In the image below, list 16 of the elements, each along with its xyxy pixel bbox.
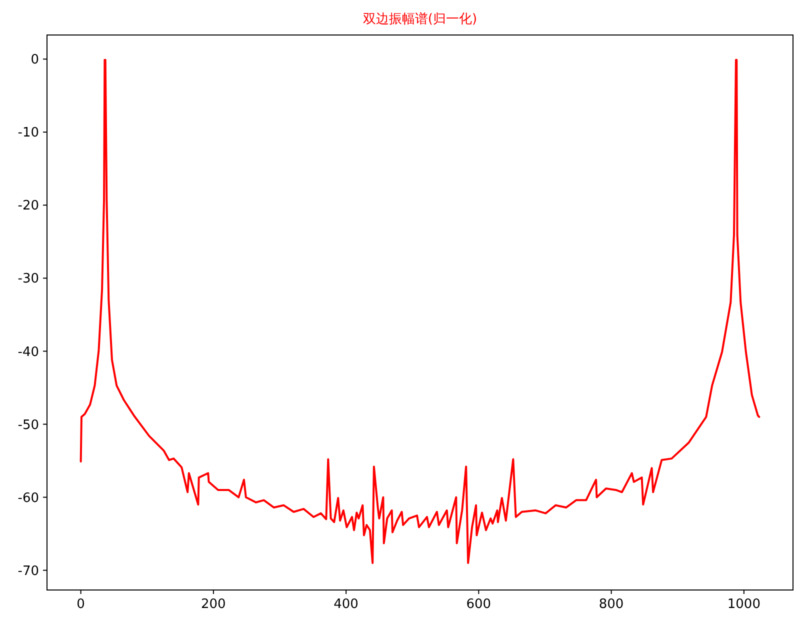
x-tick-label: 800 [598, 597, 624, 612]
y-tick-label: -70 [18, 564, 39, 579]
chart-title: 双边振幅谱(归一化) [362, 12, 478, 27]
x-tick-label: 600 [466, 597, 492, 612]
y-tick-label: -60 [18, 490, 39, 506]
x-tick-label: 1000 [727, 597, 760, 612]
x-tick-label: 200 [201, 597, 226, 612]
y-tick-label: -30 [18, 272, 39, 287]
y-tick-label: 0 [30, 52, 39, 68]
y-tick-label: -50 [18, 418, 39, 433]
y-tick-label: -20 [18, 198, 39, 214]
y-tick-label: -40 [18, 344, 39, 360]
line-series [80, 58, 760, 564]
x-tick-label: 0 [76, 597, 85, 612]
x-tick-label: 400 [334, 597, 358, 612]
y-tick-label: -10 [18, 126, 39, 141]
